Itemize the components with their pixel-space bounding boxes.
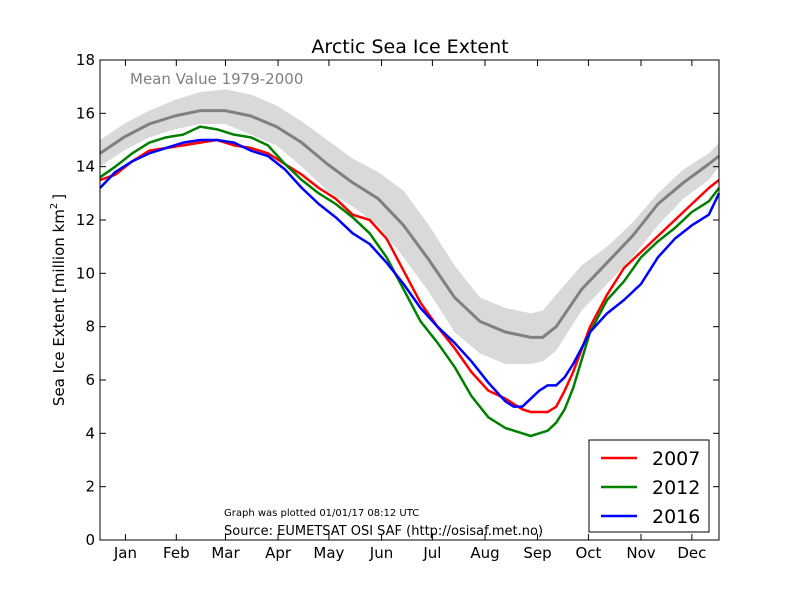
y-tick-label: 0 [85,531,95,549]
y-tick-label: 14 [76,158,95,176]
x-tick-label-nov: Nov [626,544,655,562]
x-tick-label-oct: Oct [575,544,601,562]
y-tick-label: 8 [85,318,95,336]
plot-area: 0 2 4 6 8 10 12 14 16 18 Jan Feb Mar Apr May Jun Jul Aug S… [76,51,721,562]
legend-entries: 2007 2012 2016 [601,448,700,528]
x-tick-label-dec: Dec [677,544,706,562]
x-tick-label-may: May [313,544,344,562]
svg-text:Sea Ice Extent [million km2]: Sea Ice Extent [million km2] [49,194,68,406]
y-tick-label: 10 [76,264,95,282]
x-tick-label-mar: Mar [211,544,240,562]
plot-frame [99,59,720,541]
y-tick-label: 18 [76,51,95,69]
x-tick-label-jun: Jun [369,544,393,562]
x-tick-label-jul: Jul [422,544,441,562]
axis-ticks: 0 2 4 6 8 10 12 14 16 18 Jan Feb Mar Apr May Jun Jul Aug S… [76,51,719,562]
series-line-2016 [99,138,721,408]
y-tick-label: 6 [85,371,95,389]
chart-title: Arctic Sea Ice Extent [311,36,508,58]
y-axis-label-superscript: 2 [49,203,60,209]
mean-line [99,109,720,339]
mean-series [99,109,720,339]
mean-range-band [100,89,719,364]
year-series [99,125,721,438]
x-tick-label-sep: Sep [523,544,551,562]
x-tick-label-aug: Aug [470,544,499,562]
legend-label-2012: 2012 [652,477,700,499]
mean-range-band-area [100,89,719,364]
y-axis-label-main: Sea Ice Extent [million km [50,209,68,406]
mean-value-label: Mean Value 1979-2000 [130,70,303,88]
source-note: Source: EUMETSAT OSI SAF (http://osisaf.… [224,524,543,539]
series-line-2012 [99,125,720,438]
legend: 2007 2012 2016 [588,439,710,533]
legend-label-2007: 2007 [652,448,700,470]
y-tick-label: 4 [85,424,95,442]
x-tick-label-jan: Jan [113,544,137,562]
y-tick-label: 2 [85,478,95,496]
y-axis-label-end: ] [50,194,68,200]
y-tick-label: 16 [76,104,95,122]
x-tick-label-apr: Apr [265,544,292,562]
plotted-timestamp-note: Graph was plotted 01/01/17 08:12 UTC [224,508,419,519]
legend-label-2016: 2016 [652,506,700,528]
y-axis-label: Sea Ice Extent [million km2] [49,194,68,406]
y-tick-label: 12 [76,211,95,229]
x-tick-label-feb: Feb [163,544,190,562]
